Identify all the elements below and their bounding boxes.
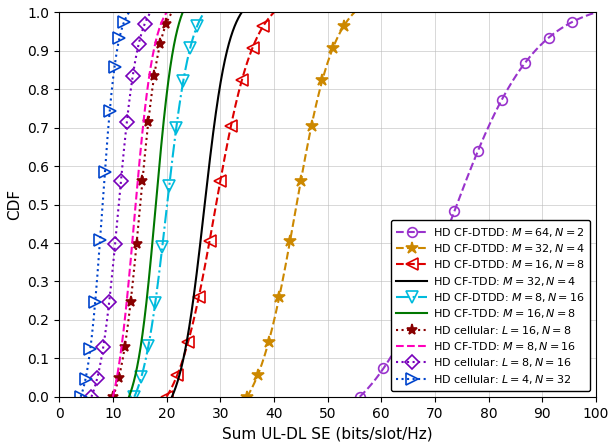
HD cellular: $L = 4, N = 32$: (4, 0): $L = 4, N = 32$: (4, 0) [77, 394, 84, 400]
HD CF-TDD: $M = 32, N = 4$: (22.3, 0.0527): $M = 32, N = 4$: (22.3, 0.0527) [176, 374, 183, 379]
HD CF-DTDD: $M = 8, N = 16$: (19.3, 0.396): $M = 8, N = 16$: (19.3, 0.396) [159, 242, 166, 247]
HD cellular: $L = 8, N = 16$: (7.12, 0.0509): $L = 8, N = 16$: (7.12, 0.0509) [94, 375, 101, 380]
HD CF-DTDD: $M = 32, N = 4$: (43.1, 0.411): $M = 32, N = 4$: (43.1, 0.411) [287, 236, 294, 241]
HD CF-TDD: $M = 8, N = 16$: (14, 0.47): $M = 8, N = 16$: (14, 0.47) [131, 214, 138, 219]
HD CF-TDD: $M = 16, N = 8$: (23, 1): $M = 16, N = 8$: (23, 1) [179, 10, 187, 15]
HD cellular: $L = 8, N = 16$: (14.8, 0.916): $L = 8, N = 16$: (14.8, 0.916) [135, 42, 142, 47]
HD CF-DTDD: $M = 32, N = 4$: (48.7, 0.809): $M = 32, N = 4$: (48.7, 0.809) [317, 83, 325, 89]
HD CF-DTDD: $M = 64, N = 2$: (100, 1): $M = 64, N = 2$: (100, 1) [592, 10, 599, 15]
HD CF-DTDD: $M = 8, N = 16$: (22.9, 0.806): $M = 8, N = 16$: (22.9, 0.806) [179, 84, 186, 90]
HD cellular: $L = 16, N = 8$: (14.8, 0.463): $L = 16, N = 8$: (14.8, 0.463) [135, 216, 142, 222]
HD CF-TDD: $M = 16, N = 8$: (13, 0): $M = 16, N = 8$: (13, 0) [125, 394, 132, 400]
HD cellular: $L = 4, N = 32$: (11, 0.92): $L = 4, N = 32$: (11, 0.92) [115, 40, 122, 46]
HD cellular: $L = 8, N = 16$: (10.8, 0.463): $L = 8, N = 16$: (10.8, 0.463) [114, 216, 121, 222]
HD CF-DTDD: $M = 16, N = 8$: (33.7, 0.809): $M = 16, N = 8$: (33.7, 0.809) [237, 83, 244, 89]
HD cellular: $L = 8, N = 16$: (17, 1): $L = 8, N = 16$: (17, 1) [147, 10, 154, 15]
HD CF-DTDD: $M = 16, N = 8$: (36, 0.906): $M = 16, N = 8$: (36, 0.906) [248, 46, 256, 52]
HD CF-TDD: $M = 8, N = 16$: (16.9, 0.843): $M = 8, N = 16$: (16.9, 0.843) [146, 70, 153, 76]
HD CF-TDD: $M = 32, N = 4$: (31.4, 0.906): $M = 32, N = 4$: (31.4, 0.906) [224, 46, 231, 51]
Line: HD CF-TDD: $M = 32, N = 4$: HD CF-TDD: $M = 32, N = 4$ [172, 13, 241, 397]
HD cellular: $L = 8, N = 16$: (10.4, 0.403): $L = 8, N = 16$: (10.4, 0.403) [111, 239, 119, 245]
Line: HD CF-DTDD: $M = 32, N = 4$: HD CF-DTDD: $M = 32, N = 4$ [241, 6, 360, 403]
Line: HD cellular: $L = 16, N = 8$: HD cellular: $L = 16, N = 8$ [107, 7, 177, 402]
Line: HD CF-DTDD: $M = 16, N = 8$: HD CF-DTDD: $M = 16, N = 8$ [161, 7, 280, 402]
HD CF-DTDD: $M = 16, N = 8$: (22, 0.0583): $M = 16, N = 8$: (22, 0.0583) [174, 372, 181, 377]
HD CF-DTDD: $M = 8, N = 16$: (19.7, 0.453): $M = 8, N = 16$: (19.7, 0.453) [161, 220, 169, 225]
HD CF-TDD: $M = 8, N = 16$: (10, 0): $M = 8, N = 16$: (10, 0) [109, 394, 116, 400]
Y-axis label: CDF: CDF [7, 189, 22, 220]
HD cellular: $L = 8, N = 16$: (14.6, 0.904): $L = 8, N = 16$: (14.6, 0.904) [134, 47, 141, 52]
HD cellular: $L = 4, N = 32$: (4.92, 0.0477): $L = 4, N = 32$: (4.92, 0.0477) [82, 376, 89, 381]
HD CF-DTDD: $M = 8, N = 16$: (24.1, 0.893): $M = 8, N = 16$: (24.1, 0.893) [185, 51, 192, 56]
Legend: HD CF-DTDD: $M = 64, N = 2$, HD CF-DTDD: $M = 32, N = 4$, HD CF-DTDD: $M = 16, N: HD CF-DTDD: $M = 64, N = 2$, HD CF-DTDD:… [391, 220, 590, 391]
HD CF-DTDD: $M = 64, N = 2$: (75.4, 0.547): $M = 64, N = 2$: (75.4, 0.547) [460, 184, 468, 189]
HD cellular: $L = 4, N = 32$: (10.2, 0.845): $L = 4, N = 32$: (10.2, 0.845) [110, 69, 118, 75]
HD cellular: $L = 4, N = 32$: (11.2, 0.931): $L = 4, N = 32$: (11.2, 0.931) [116, 36, 123, 42]
HD CF-TDD: $M = 16, N = 8$: (19.9, 0.768): $M = 16, N = 8$: (19.9, 0.768) [162, 99, 169, 104]
HD cellular: $L = 4, N = 32$: (13, 1): $L = 4, N = 32$: (13, 1) [125, 10, 132, 15]
HD CF-TDD: $M = 16, N = 8$: (20.8, 0.867): $M = 16, N = 8$: (20.8, 0.867) [167, 61, 174, 66]
HD CF-DTDD: $M = 8, N = 16$: (27, 1): $M = 8, N = 16$: (27, 1) [200, 10, 208, 15]
HD CF-TDD: $M = 8, N = 16$: (11, 0.0728): $M = 8, N = 16$: (11, 0.0728) [115, 366, 122, 371]
HD cellular: $L = 4, N = 32$: (7.96, 0.479): $L = 4, N = 32$: (7.96, 0.479) [99, 210, 106, 215]
HD CF-DTDD: $M = 64, N = 2$: (73.8, 0.489): $M = 64, N = 2$: (73.8, 0.489) [452, 206, 459, 211]
HD cellular: $L = 16, N = 8$: (18.8, 0.916): $L = 16, N = 8$: (18.8, 0.916) [156, 42, 164, 47]
HD CF-TDD: $M = 32, N = 4$: (29.9, 0.806): $M = 32, N = 4$: (29.9, 0.806) [216, 84, 224, 90]
Line: HD cellular: $L = 8, N = 16$: HD cellular: $L = 8, N = 16$ [87, 8, 155, 402]
HD cellular: $L = 4, N = 32$: (7.64, 0.415): $L = 4, N = 32$: (7.64, 0.415) [97, 235, 104, 240]
HD CF-TDD: $M = 8, N = 16$: (18, 0.924): $M = 8, N = 16$: (18, 0.924) [152, 39, 160, 44]
HD cellular: $L = 16, N = 8$: (21, 1): $L = 16, N = 8$: (21, 1) [168, 10, 176, 15]
HD CF-DTDD: $M = 16, N = 8$: (20, 0): $M = 16, N = 8$: (20, 0) [163, 394, 170, 400]
HD CF-TDD: $M = 32, N = 4$: (31.1, 0.893): $M = 32, N = 4$: (31.1, 0.893) [222, 51, 230, 56]
HD CF-DTDD: $M = 16, N = 8$: (28.8, 0.467): $M = 16, N = 8$: (28.8, 0.467) [210, 215, 217, 220]
HD cellular: $L = 8, N = 16$: (13.6, 0.821): $L = 8, N = 16$: (13.6, 0.821) [128, 78, 136, 84]
Line: HD CF-TDD: $M = 16, N = 8$: HD CF-TDD: $M = 16, N = 8$ [129, 13, 183, 397]
HD cellular: $L = 16, N = 8$: (17.6, 0.821): $L = 16, N = 8$: (17.6, 0.821) [150, 78, 157, 84]
HD cellular: $L = 16, N = 8$: (11.1, 0.0509): $L = 16, N = 8$: (11.1, 0.0509) [115, 375, 123, 380]
HD CF-TDD: $M = 32, N = 4$: (21, 0): $M = 32, N = 4$: (21, 0) [168, 394, 176, 400]
HD CF-DTDD: $M = 8, N = 16$: (15.3, 0.0527): $M = 8, N = 16$: (15.3, 0.0527) [138, 374, 145, 379]
HD CF-DTDD: $M = 32, N = 4$: (50.6, 0.893): $M = 32, N = 4$: (50.6, 0.893) [327, 51, 334, 56]
HD CF-DTDD: $M = 32, N = 4$: (43.8, 0.467): $M = 32, N = 4$: (43.8, 0.467) [291, 215, 298, 220]
Line: HD CF-DTDD: $M = 8, N = 16$: HD CF-DTDD: $M = 8, N = 16$ [129, 7, 209, 402]
Line: HD CF-DTDD: $M = 64, N = 2$: HD CF-DTDD: $M = 64, N = 2$ [355, 8, 601, 402]
HD CF-DTDD: $M = 32, N = 4$: (37, 0.0583): $M = 32, N = 4$: (37, 0.0583) [254, 372, 262, 377]
HD CF-DTDD: $M = 32, N = 4$: (35, 0): $M = 32, N = 4$: (35, 0) [243, 394, 251, 400]
HD cellular: $L = 16, N = 8$: (18.6, 0.904): $L = 16, N = 8$: (18.6, 0.904) [155, 47, 163, 52]
HD CF-TDD: $M = 32, N = 4$: (26.3, 0.396): $M = 32, N = 4$: (26.3, 0.396) [197, 242, 204, 247]
HD CF-DTDD: $M = 16, N = 8$: (40, 1): $M = 16, N = 8$: (40, 1) [270, 10, 278, 15]
HD CF-TDD: $M = 16, N = 8$: (21, 0.883): $M = 16, N = 8$: (21, 0.883) [168, 55, 176, 60]
HD CF-DTDD: $M = 32, N = 4$: (55, 1): $M = 32, N = 4$: (55, 1) [351, 10, 358, 15]
HD CF-DTDD: $M = 64, N = 2$: (90.3, 0.923): $M = 64, N = 2$: (90.3, 0.923) [540, 39, 548, 45]
HD cellular: $L = 16, N = 8$: (14.4, 0.403): $L = 16, N = 8$: (14.4, 0.403) [133, 239, 140, 245]
HD CF-TDD: $M = 16, N = 8$: (14, 0.0463): $M = 16, N = 8$: (14, 0.0463) [131, 376, 138, 382]
HD CF-DTDD: $M = 8, N = 16$: (24.4, 0.906): $M = 8, N = 16$: (24.4, 0.906) [186, 46, 193, 51]
Line: HD CF-TDD: $M = 8, N = 16$: HD CF-TDD: $M = 8, N = 16$ [113, 13, 166, 397]
HD cellular: $L = 16, N = 8$: (10, 0): $L = 16, N = 8$: (10, 0) [109, 394, 116, 400]
HD cellular: $L = 8, N = 16$: (6, 0): $L = 8, N = 16$: (6, 0) [87, 394, 95, 400]
HD CF-DTDD: $M = 16, N = 8$: (35.6, 0.893): $M = 16, N = 8$: (35.6, 0.893) [246, 51, 254, 56]
HD CF-DTDD: $M = 8, N = 16$: (14, 0): $M = 8, N = 16$: (14, 0) [131, 394, 138, 400]
HD CF-TDD: $M = 8, N = 16$: (14.4, 0.527): $M = 8, N = 16$: (14.4, 0.527) [133, 192, 140, 197]
HD CF-TDD: $M = 8, N = 16$: (20, 1): $M = 8, N = 16$: (20, 1) [163, 10, 170, 15]
X-axis label: Sum UL-DL SE (bits/slot/Hz): Sum UL-DL SE (bits/slot/Hz) [222, 426, 433, 441]
HD CF-DTDD: $M = 64, N = 2$: (91.1, 0.933): $M = 64, N = 2$: (91.1, 0.933) [545, 35, 552, 41]
HD CF-TDD: $M = 16, N = 8$: (17.4, 0.408): $M = 16, N = 8$: (17.4, 0.408) [149, 237, 156, 243]
Line: HD cellular: $L = 4, N = 32$: HD cellular: $L = 4, N = 32$ [75, 7, 134, 402]
HD CF-TDD: $M = 32, N = 4$: (26.7, 0.453): $M = 32, N = 4$: (26.7, 0.453) [199, 220, 206, 225]
HD CF-DTDD: $M = 64, N = 2$: (56, 0): $M = 64, N = 2$: (56, 0) [356, 394, 363, 400]
HD CF-DTDD: $M = 16, N = 8$: (28.1, 0.411): $M = 16, N = 8$: (28.1, 0.411) [206, 236, 214, 241]
HD CF-DTDD: $M = 32, N = 4$: (51, 0.906): $M = 32, N = 4$: (51, 0.906) [329, 46, 336, 52]
HD CF-TDD: $M = 32, N = 4$: (34, 1): $M = 32, N = 4$: (34, 1) [238, 10, 245, 15]
HD CF-TDD: $M = 8, N = 16$: (17.8, 0.914): $M = 8, N = 16$: (17.8, 0.914) [151, 43, 158, 48]
HD CF-DTDD: $M = 64, N = 2$: (86.2, 0.858): $M = 64, N = 2$: (86.2, 0.858) [518, 65, 525, 70]
HD CF-DTDD: $M = 64, N = 2$: (60.5, 0.0755): $M = 64, N = 2$: (60.5, 0.0755) [380, 365, 387, 370]
HD CF-TDD: $M = 16, N = 8$: (17, 0.354): $M = 16, N = 8$: (17, 0.354) [147, 258, 155, 263]
